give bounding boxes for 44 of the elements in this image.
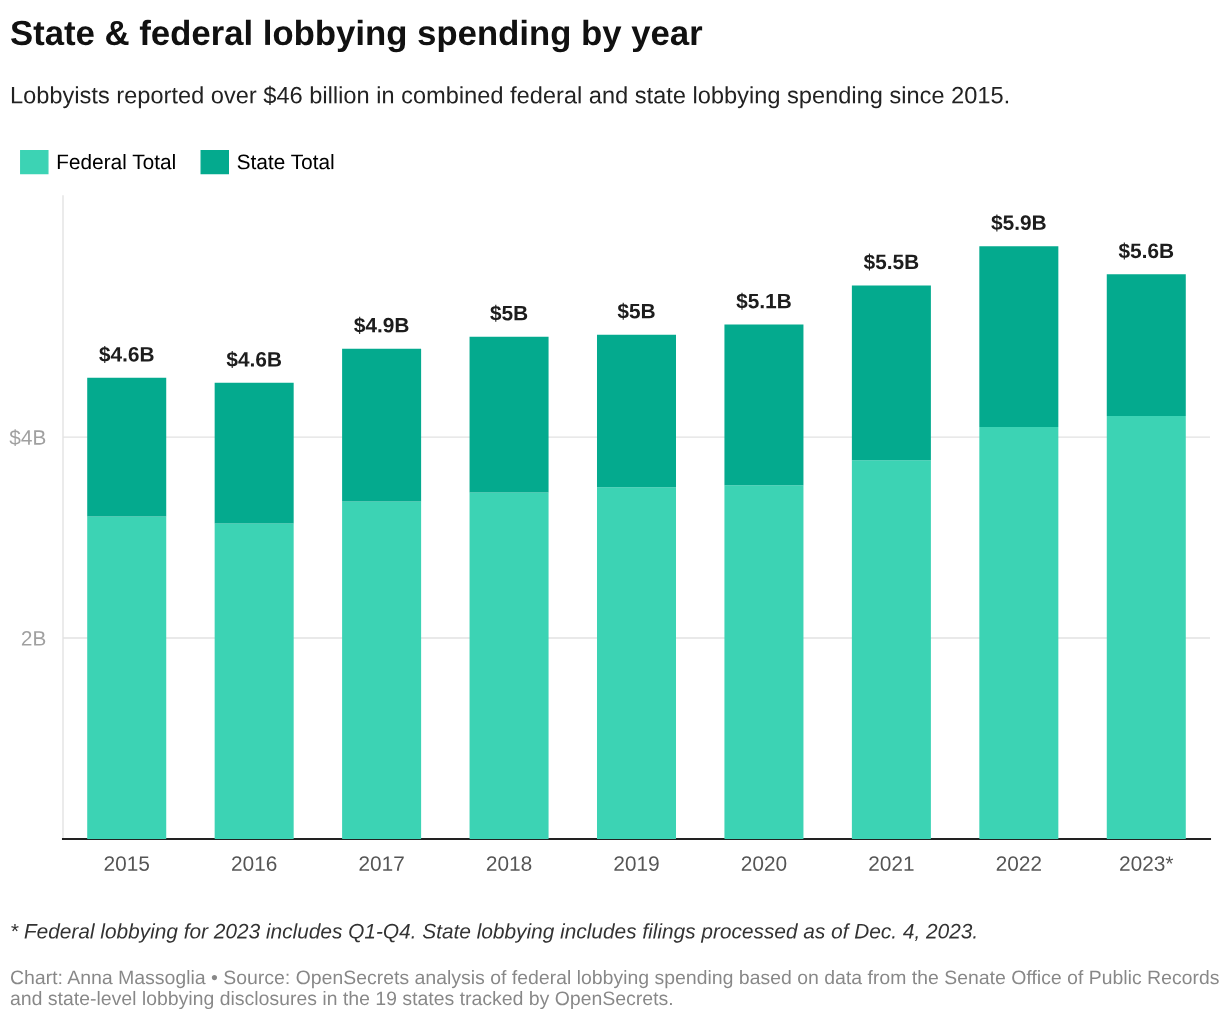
total-label: $5B <box>490 304 528 322</box>
x-tick-label: 2022 <box>996 856 1041 871</box>
x-tick-label: 2016 <box>232 856 277 871</box>
bar <box>724 324 804 486</box>
bar <box>851 285 931 461</box>
chart-title: State & federal lobbying spending by year <box>11 19 703 53</box>
chart-subtitle: Lobbyists reported over $46 billion in combined federal and state lobbying spending since 2015. <box>11 85 1009 109</box>
y-tick-label: 2B <box>21 631 46 646</box>
bar <box>596 487 677 839</box>
total-label: $5.9B <box>991 214 1046 232</box>
bar <box>469 492 549 839</box>
bar <box>979 246 1059 428</box>
x-tick-label: 2023* <box>1120 856 1174 871</box>
x-tick-label: 2017 <box>359 856 404 871</box>
text: Chart: Anna Massoglia • Source: OpenSecrets analysis of federal lobbying spending based on data from the Senate Office of Public Records and state-level lobbying disclosures in the 19 states tracked by OpenSecrets. <box>10 970 1219 1010</box>
total-label: $4.9B <box>354 316 409 334</box>
total-label: $5.1B <box>736 292 791 310</box>
legend-label: State Total <box>237 153 334 170</box>
text: * Federal lobbying for 2023 includes Q1-Q4. State lobbying includes filings processed as of Dec. 4, 2023. <box>11 923 976 943</box>
bar <box>1106 416 1186 839</box>
x-tick-label: 2019 <box>614 856 659 871</box>
bar <box>596 334 677 488</box>
bar <box>724 485 804 839</box>
bar <box>87 377 167 517</box>
bar <box>979 427 1059 839</box>
bar <box>214 382 294 524</box>
bar <box>1106 274 1186 417</box>
total-label: $5B <box>617 302 655 320</box>
x-tick-label: 2018 <box>486 856 532 871</box>
x-tick-label: 2020 <box>741 856 787 871</box>
bar <box>469 336 549 493</box>
bar <box>87 516 167 839</box>
bar <box>851 460 931 839</box>
bar <box>214 523 294 839</box>
legend-label: Federal Total <box>57 153 175 170</box>
bar <box>342 348 422 502</box>
x-tick-label: 2021 <box>869 856 914 871</box>
total-label: $5.5B <box>863 253 919 271</box>
y-tick-label: $4B <box>9 429 46 447</box>
total-label: $5.6B <box>1118 242 1174 260</box>
bar <box>342 501 422 839</box>
x-tick-label: 2015 <box>104 856 150 871</box>
total-label: $4.6B <box>226 351 282 369</box>
total-label: $4.6B <box>99 346 154 364</box>
